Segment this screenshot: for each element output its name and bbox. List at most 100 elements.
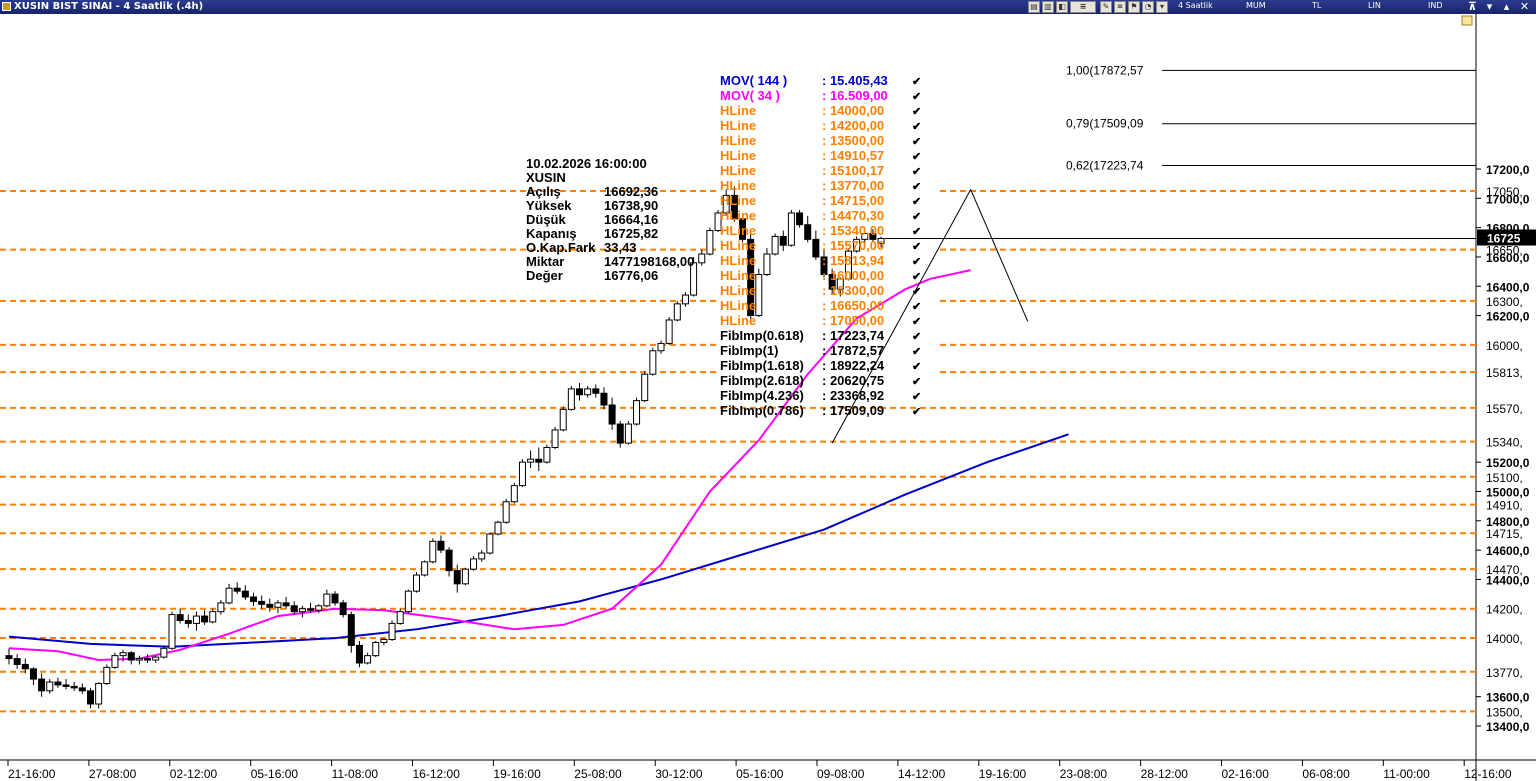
candle-body[interactable]: [13, 658, 21, 665]
legend-row[interactable]: FibImp(2.618): 20620,75 ✔: [720, 374, 921, 389]
candle-body[interactable]: [323, 593, 331, 607]
trend-line[interactable]: [831, 189, 972, 444]
candle-body[interactable]: [584, 388, 592, 396]
candle-body[interactable]: [135, 658, 143, 661]
legend-row[interactable]: HLine: 15813,94 ✔: [720, 254, 921, 269]
candle-body[interactable]: [853, 238, 861, 252]
candle-body[interactable]: [307, 608, 315, 611]
visibility-check-icon[interactable]: ✔: [912, 136, 922, 148]
chart-type-selector[interactable]: MUM: [1246, 1, 1266, 10]
candle-body[interactable]: [70, 685, 78, 689]
candle-body[interactable]: [665, 319, 673, 344]
legend-row[interactable]: HLine: 14910,57 ✔: [720, 149, 921, 164]
candle-body[interactable]: [413, 574, 420, 592]
candle-body[interactable]: [54, 681, 62, 686]
candle-body[interactable]: [95, 682, 103, 705]
candle-body[interactable]: [633, 400, 641, 425]
candle-body[interactable]: [494, 521, 502, 535]
chart-tool-button[interactable]: ▥: [1042, 1, 1054, 13]
candle-body[interactable]: [592, 388, 600, 394]
legend-row[interactable]: HLine: 15100,17 ✔: [720, 164, 921, 179]
legend-row[interactable]: FibImp(0.786): 17509,09 ✔: [720, 404, 921, 419]
candle-body[interactable]: [649, 350, 657, 375]
chart-tool-button[interactable]: ◧: [1056, 1, 1068, 13]
candle-body[interactable]: [201, 615, 209, 623]
scale-selector[interactable]: LIN: [1368, 1, 1381, 10]
legend-row[interactable]: FibImp(1.618): 18922,24 ✔: [720, 359, 921, 374]
candle-body[interactable]: [755, 274, 763, 317]
candle-body[interactable]: [796, 212, 804, 226]
candle-body[interactable]: [396, 611, 404, 624]
candle-body[interactable]: [657, 342, 665, 352]
candle-body[interactable]: [869, 232, 877, 240]
candle-body[interactable]: [535, 458, 543, 463]
currency-selector[interactable]: TL: [1312, 1, 1322, 10]
legend-row[interactable]: MOV( 34 ): 16.509,00 ✔: [720, 89, 921, 104]
candle-body[interactable]: [429, 540, 437, 563]
candle-body[interactable]: [380, 639, 388, 643]
visibility-check-icon[interactable]: ✔: [912, 181, 922, 193]
candle-body[interactable]: [502, 501, 510, 523]
candle-body[interactable]: [78, 687, 86, 692]
chart-tool-button[interactable]: ⌗: [1114, 1, 1126, 13]
candle-body[interactable]: [364, 655, 372, 664]
visibility-check-icon[interactable]: ✔: [912, 211, 922, 223]
candle-body[interactable]: [258, 600, 266, 605]
candle-body[interactable]: [518, 461, 526, 487]
candle-body[interactable]: [445, 549, 453, 572]
price-axis-area[interactable]: [1476, 14, 1536, 781]
chart-tool-button[interactable]: ✎: [1100, 1, 1112, 13]
candle-body[interactable]: [739, 218, 746, 240]
legend-row[interactable]: HLine: 14000,00 ✔: [720, 104, 921, 119]
candle-body[interactable]: [209, 611, 217, 623]
candle-body[interactable]: [779, 235, 787, 246]
candle-body[interactable]: [461, 568, 469, 585]
candle-body[interactable]: [298, 608, 306, 613]
visibility-check-icon[interactable]: ✔: [912, 91, 922, 103]
visibility-check-icon[interactable]: ✔: [912, 241, 922, 253]
legend-row[interactable]: MOV( 144 ): 15.405,43 ✔: [720, 74, 921, 89]
candle-body[interactable]: [763, 253, 771, 276]
visibility-check-icon[interactable]: ✔: [912, 316, 922, 328]
candle-body[interactable]: [62, 684, 70, 687]
candle-body[interactable]: [160, 647, 168, 658]
candle-body[interactable]: [176, 614, 184, 621]
candle-body[interactable]: [453, 570, 461, 585]
legend-row[interactable]: HLine: 14200,00 ✔: [720, 119, 921, 134]
candle-body[interactable]: [168, 614, 176, 649]
candle-body[interactable]: [225, 587, 233, 604]
legend-row[interactable]: FibImp(4.236): 23368,92 ✔: [720, 389, 921, 404]
candle-body[interactable]: [486, 533, 494, 554]
candle-body[interactable]: [404, 590, 412, 613]
chart-tool-button[interactable]: ◔: [1142, 1, 1154, 13]
candle-body[interactable]: [470, 558, 478, 570]
candle-body[interactable]: [184, 619, 192, 624]
candle-body[interactable]: [559, 408, 567, 431]
candle-body[interactable]: [241, 590, 249, 598]
candle-body[interactable]: [877, 238, 885, 244]
candle-body[interactable]: [576, 388, 583, 396]
lock-icon[interactable]: [1461, 15, 1473, 26]
candle-body[interactable]: [111, 655, 119, 668]
legend-row[interactable]: HLine: 16300,00 ✔: [720, 284, 921, 299]
visibility-check-icon[interactable]: ✔: [912, 226, 922, 238]
maximize-icon[interactable]: ▴: [1503, 0, 1510, 13]
candle-body[interactable]: [5, 655, 13, 660]
candle-body[interactable]: [567, 388, 575, 410]
visibility-check-icon[interactable]: ✔: [912, 196, 922, 208]
candle-body[interactable]: [681, 294, 689, 305]
visibility-check-icon[interactable]: ✔: [912, 361, 922, 373]
period-selector[interactable]: 4 Saatlik: [1178, 1, 1213, 10]
pin-icon[interactable]: ⊼: [1468, 0, 1477, 13]
candle-body[interactable]: [787, 212, 795, 246]
legend-row[interactable]: HLine: 16000,00 ✔: [720, 269, 921, 284]
candle-body[interactable]: [543, 447, 551, 463]
candle-body[interactable]: [347, 614, 355, 646]
legend-row[interactable]: HLine: 13770,00 ✔: [720, 179, 921, 194]
visibility-check-icon[interactable]: ✔: [912, 376, 922, 388]
indicator-selector[interactable]: IND: [1428, 1, 1443, 10]
legend-row[interactable]: HLine: 15570,00 ✔: [720, 239, 921, 254]
visibility-check-icon[interactable]: ✔: [912, 121, 922, 133]
candle-body[interactable]: [152, 656, 160, 661]
visibility-check-icon[interactable]: ✔: [912, 391, 922, 403]
